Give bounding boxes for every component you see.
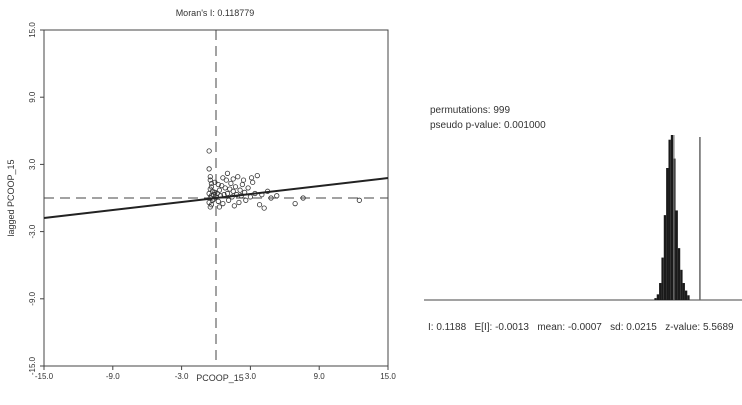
y-tick-label: -9.0 — [28, 291, 37, 305]
y-axis-ticks: -15.0 -9.0 -3.0 3.0 9.0 15.0 — [28, 22, 44, 375]
permutation-histogram: permutations: 999 pseudo p-value: 0.0010… — [424, 105, 742, 333]
y-axis-label: lagged PCOOP_15 — [6, 159, 16, 236]
scatter-point — [248, 195, 252, 199]
x-tick-label: 15.0 — [380, 372, 396, 381]
scatter-point — [233, 185, 237, 189]
scatter-point — [207, 167, 211, 171]
y-tick-label: 9.0 — [28, 91, 37, 103]
histogram-bar — [664, 215, 666, 300]
histogram-bar — [671, 135, 673, 300]
histogram-bar — [657, 294, 659, 300]
scatter-point — [249, 176, 253, 180]
scatter-point — [237, 200, 241, 204]
scatter-point — [262, 206, 266, 210]
scatter-point — [236, 175, 240, 179]
scatter-point — [225, 171, 229, 175]
scatter-point — [207, 149, 211, 153]
histogram-bar — [668, 140, 670, 300]
scatter-point — [238, 188, 242, 192]
histogram-bar — [680, 270, 682, 300]
y-tick-label: 3.0 — [28, 158, 37, 170]
scatter-point — [357, 198, 361, 202]
scatter-point — [223, 186, 227, 190]
scatter-point — [257, 203, 261, 207]
scatter-point — [275, 194, 279, 198]
histogram-bar — [687, 295, 689, 300]
scatter-point — [246, 186, 250, 190]
y-tick-label: -3.0 — [28, 224, 37, 238]
chart-title: Moran's I: 0.118779 — [176, 8, 255, 18]
scatter-point — [217, 205, 221, 209]
scatter-point — [255, 173, 259, 177]
x-tick-label: -9.0 — [106, 372, 120, 381]
scatter-point — [231, 189, 235, 193]
y-tick-label: 15.0 — [28, 22, 37, 38]
scatter-point — [240, 182, 244, 186]
scatter-point — [229, 181, 233, 185]
histogram-bar — [685, 291, 687, 300]
pvalue-label: pseudo p-value: 0.001000 — [430, 120, 546, 131]
scatter-point — [216, 199, 220, 203]
histogram-bar — [676, 210, 678, 300]
x-tick-label: -15.0 — [35, 372, 54, 381]
scatter-point — [241, 178, 245, 182]
scatter-point — [231, 177, 235, 181]
scatter-point — [232, 204, 236, 208]
scatter-point — [217, 188, 221, 192]
x-tick-label: 9.0 — [314, 372, 326, 381]
scatter-points — [207, 149, 362, 211]
histogram-bar — [659, 283, 661, 300]
scatter-point — [244, 198, 248, 202]
permutations-label: permutations: 999 — [430, 105, 510, 116]
histogram-bar — [666, 168, 668, 300]
histogram-bar — [654, 298, 656, 300]
histogram-bars — [654, 135, 689, 300]
moran-scatterplot: Moran's I: 0.118779 -15.0 -9.0 -3.0 3.0 9.0 1… — [6, 8, 396, 383]
histogram-bar — [683, 283, 685, 300]
scatter-point — [226, 198, 230, 202]
scatter-point — [221, 201, 225, 205]
x-tick-label: 3.0 — [245, 372, 257, 381]
y-tick-label: -15.0 — [28, 356, 37, 375]
x-axis-label: PCOOP_15 — [196, 373, 244, 383]
scatter-point — [221, 176, 225, 180]
x-tick-label: -3.0 — [175, 372, 189, 381]
scatter-point — [293, 201, 297, 205]
histogram-bar — [678, 248, 680, 300]
scatter-point — [250, 180, 254, 184]
statistics-summary: I: 0.1188 E[I]: -0.0013 mean: -0.0007 sd… — [428, 322, 734, 333]
histogram-bar — [661, 258, 663, 300]
